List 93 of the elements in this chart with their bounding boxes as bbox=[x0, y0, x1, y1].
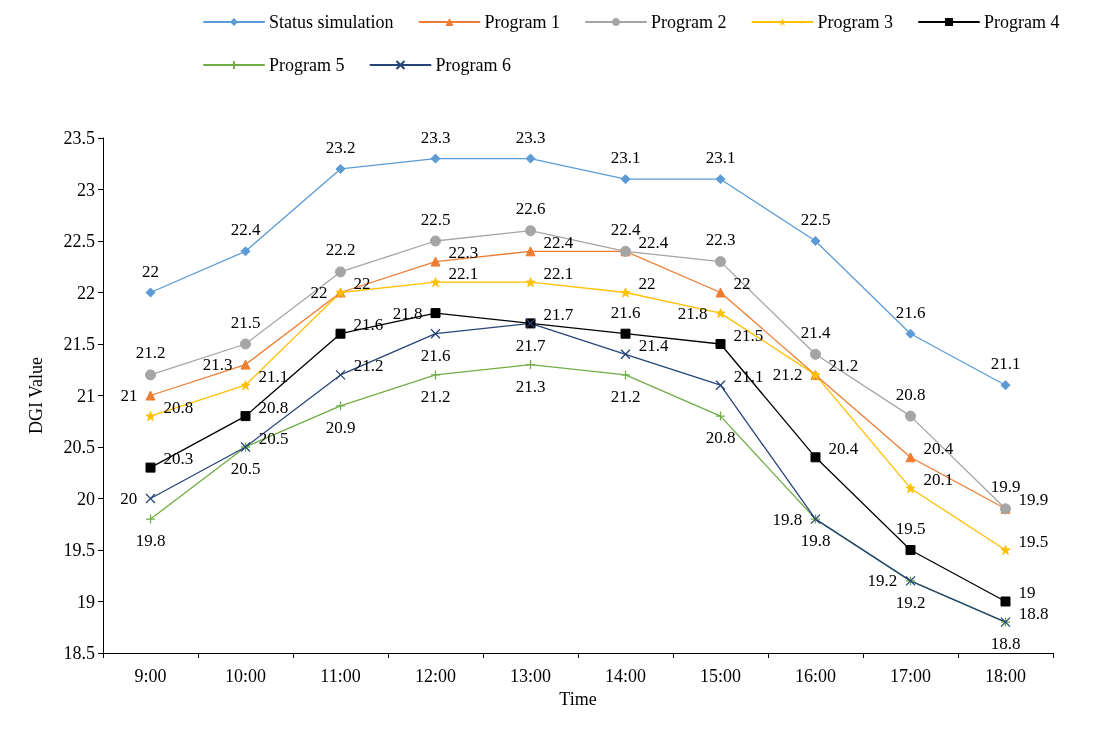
data-label: 19.9 bbox=[1018, 490, 1049, 510]
data-label: 21.8 bbox=[677, 303, 708, 323]
data-label: 23.2 bbox=[325, 137, 356, 157]
data-label: 22.6 bbox=[515, 199, 546, 219]
data-label: 19.9 bbox=[990, 477, 1021, 497]
data-label: 22.5 bbox=[800, 210, 831, 229]
y-tick-label: 19.5 bbox=[63, 540, 95, 560]
x-tick-label: 14:00 bbox=[604, 666, 647, 686]
data-label: 21.6 bbox=[420, 345, 451, 365]
y-tick-label: 23 bbox=[77, 179, 95, 200]
data-label: 22 bbox=[638, 274, 656, 293]
data-label: 22.4 bbox=[543, 232, 574, 252]
data-label: 20.4 bbox=[828, 438, 859, 458]
data-label: 21.2 bbox=[772, 365, 803, 385]
data-label: 22 bbox=[310, 283, 328, 302]
data-label: 22.4 bbox=[230, 220, 261, 240]
y-tick-label: 19 bbox=[77, 591, 95, 612]
data-label: 22.5 bbox=[420, 209, 451, 229]
data-label: 19.2 bbox=[867, 571, 898, 591]
data-label: 21.3 bbox=[515, 376, 546, 396]
y-tick-label: 22.5 bbox=[63, 231, 95, 251]
data-label: 21.1 bbox=[258, 366, 289, 386]
data-label: 21.2 bbox=[610, 387, 641, 407]
data-label: 23.3 bbox=[420, 127, 451, 147]
data-label: 19.8 bbox=[800, 531, 831, 551]
data-label: 22.3 bbox=[448, 243, 479, 263]
legend-label: Program 1 bbox=[484, 12, 561, 32]
data-label: 23.3 bbox=[515, 127, 546, 147]
legend-label: Status simulation bbox=[269, 12, 394, 32]
y-tick-label: 21.5 bbox=[63, 334, 95, 354]
legend-label: Program 2 bbox=[651, 12, 727, 32]
data-label: 20.8 bbox=[258, 397, 289, 417]
x-tick-label: 16:00 bbox=[794, 666, 837, 686]
data-label: 19.5 bbox=[1018, 531, 1049, 551]
x-tick-label: 12:00 bbox=[414, 666, 457, 686]
data-label: 19.8 bbox=[772, 509, 803, 529]
y-tick-label: 23.5 bbox=[63, 128, 95, 148]
data-label: 21.2 bbox=[353, 356, 384, 376]
data-label: 20.5 bbox=[258, 428, 289, 448]
legend-label: Program 5 bbox=[269, 55, 345, 75]
data-label: 21.7 bbox=[543, 304, 574, 324]
data-label: 23.1 bbox=[610, 148, 641, 168]
data-label: 19.2 bbox=[895, 593, 926, 613]
data-label: 21.4 bbox=[638, 335, 669, 355]
y-axis-title: DGI Value bbox=[26, 356, 46, 435]
x-tick-label: 13:00 bbox=[509, 666, 552, 686]
data-label: 19.5 bbox=[895, 519, 926, 538]
legend-label: Program 4 bbox=[983, 12, 1060, 32]
y-tick-label: 21 bbox=[77, 385, 95, 406]
data-label: 19.8 bbox=[135, 531, 166, 551]
data-label: 20.1 bbox=[923, 469, 954, 489]
data-label: 21.2 bbox=[135, 343, 166, 363]
y-tick-label: 18.5 bbox=[63, 643, 95, 663]
x-tick-label: 17:00 bbox=[889, 666, 932, 686]
data-label: 21.7 bbox=[515, 335, 546, 355]
data-label: 21.2 bbox=[420, 387, 451, 407]
data-label: 20.9 bbox=[325, 417, 356, 437]
legend-label: Program 3 bbox=[817, 12, 893, 32]
x-tick-label: 10:00 bbox=[224, 666, 267, 686]
data-label: 22 bbox=[142, 261, 159, 281]
data-label: 22.3 bbox=[705, 230, 736, 250]
data-label: 21.5 bbox=[230, 312, 261, 332]
y-tick-label: 20.5 bbox=[63, 437, 95, 457]
data-label: 22.2 bbox=[325, 240, 356, 260]
data-label: 23.1 bbox=[705, 148, 736, 168]
data-label: 20.5 bbox=[230, 459, 261, 479]
data-label: 20.8 bbox=[895, 384, 926, 404]
y-tick-label: 20 bbox=[77, 488, 95, 509]
data-label: 22.1 bbox=[543, 263, 574, 283]
data-label: 21 bbox=[120, 386, 138, 405]
x-tick-label: 9:00 bbox=[134, 666, 167, 686]
x-tick-label: 18:00 bbox=[984, 666, 1027, 686]
data-label: 20.4 bbox=[923, 438, 954, 458]
data-label: 20.8 bbox=[705, 428, 736, 448]
data-label: 20 bbox=[120, 489, 138, 508]
data-label: 21.4 bbox=[800, 322, 831, 342]
data-label: 22.1 bbox=[448, 263, 479, 283]
data-label: 21.3 bbox=[202, 355, 233, 375]
data-label: 21.8 bbox=[392, 303, 423, 323]
x-axis-title: Time bbox=[559, 688, 597, 709]
data-label: 22 bbox=[733, 274, 751, 293]
data-label: 21.6 bbox=[895, 302, 926, 322]
data-label: 20.3 bbox=[163, 449, 194, 469]
legend-label: Program 6 bbox=[435, 55, 511, 75]
x-tick-label: 15:00 bbox=[699, 666, 742, 686]
x-tick-label: 11:00 bbox=[320, 666, 361, 686]
data-label: 21.2 bbox=[828, 356, 859, 376]
data-label: 18.8 bbox=[990, 634, 1021, 654]
data-label: 21.1 bbox=[990, 354, 1021, 374]
data-label: 21.6 bbox=[610, 302, 641, 322]
data-label: 18.8 bbox=[1018, 603, 1049, 623]
data-label: 19 bbox=[1018, 583, 1036, 602]
y-tick-label: 22 bbox=[77, 282, 95, 303]
